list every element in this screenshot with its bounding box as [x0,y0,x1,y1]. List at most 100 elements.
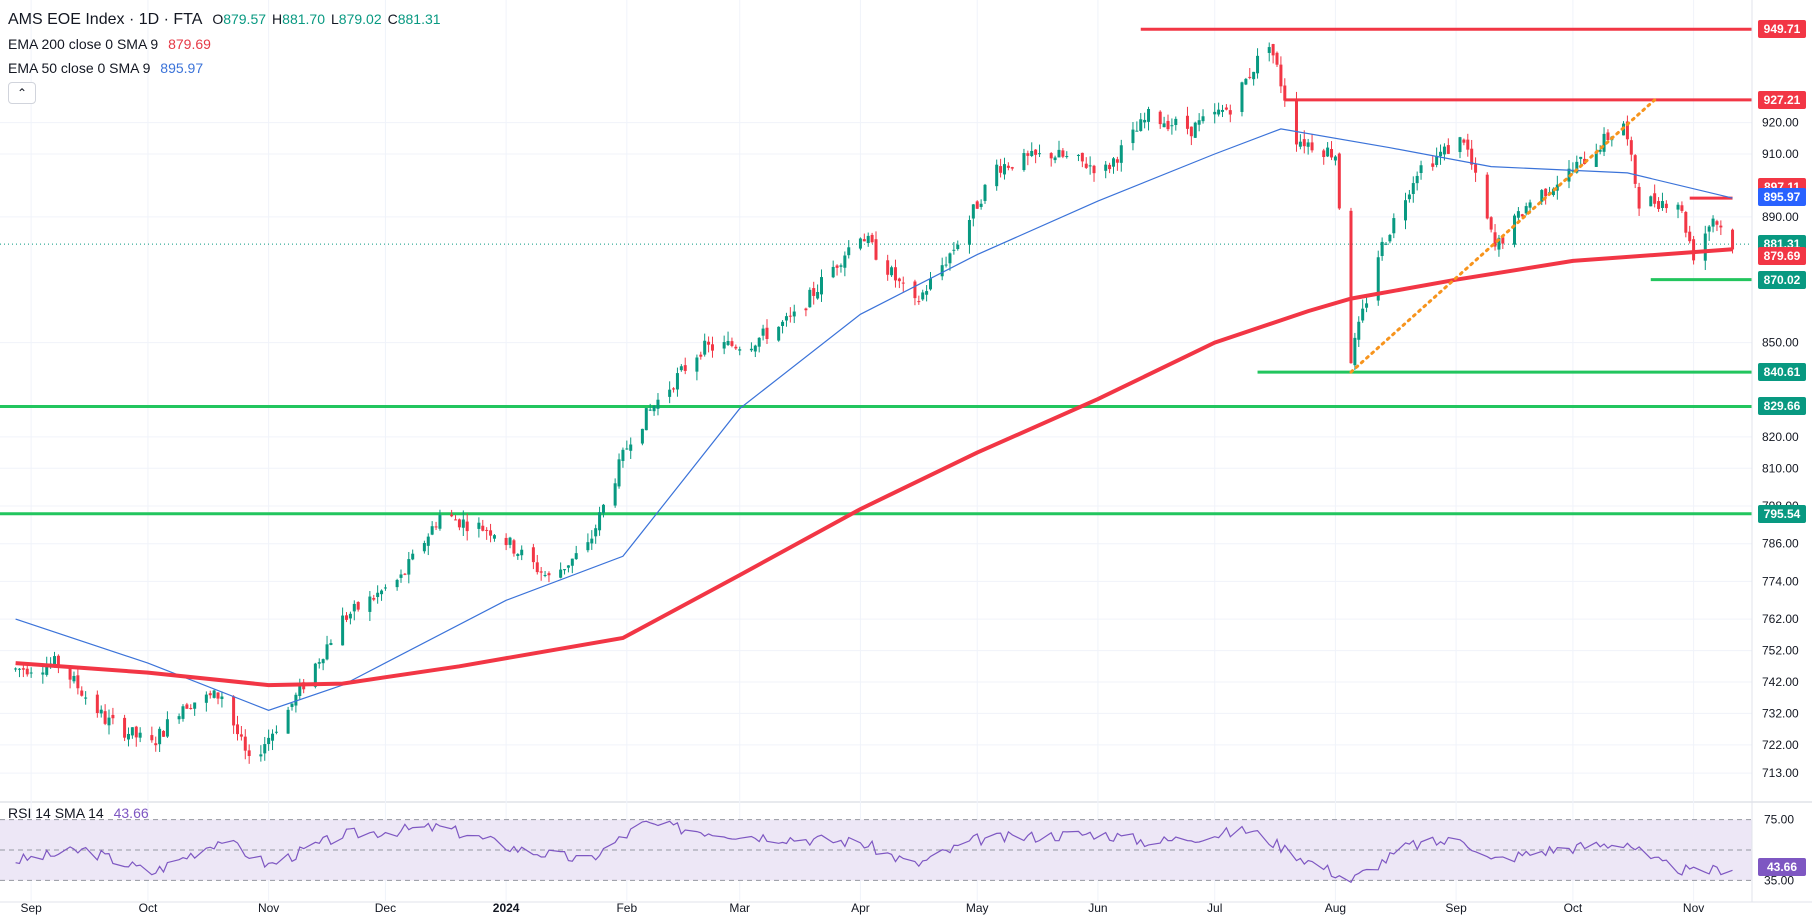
candle-body [975,201,979,209]
candle-body [640,428,644,444]
candle-body [831,266,835,278]
rsi-tick-label: 35.00 [1764,873,1794,887]
candle-body [1575,161,1579,173]
candle-body [512,540,516,554]
candle-body [185,704,189,709]
candle-body [477,522,481,529]
ohlc-h: H881.70 [272,11,325,27]
candle-body [1306,142,1310,147]
candle-body [629,444,633,451]
candle-body [586,542,590,551]
horizontal-levels [0,27,1752,516]
candle-body [25,668,29,675]
candle-body [341,615,345,646]
candle-body [874,239,878,260]
candle-body [679,366,683,371]
candle-body [804,308,808,311]
trendline [1349,98,1657,374]
candle-body [1365,303,1369,308]
candle-body [1076,154,1080,156]
candle-body [621,449,625,461]
price-tick-label: 713.00 [1762,766,1799,780]
candle-body [1143,119,1147,123]
price-tick-label: 722.00 [1762,738,1799,752]
candle-body [193,702,197,709]
candle-body [1462,139,1466,143]
candle-body [243,736,247,751]
candle-body [1625,121,1629,140]
candle-body [1244,78,1248,85]
candle-body [925,291,929,295]
candle-body [1170,125,1174,127]
candle-body [672,388,676,390]
candle-body [543,574,547,576]
candle-body [1711,218,1715,227]
candle-body [220,696,224,699]
ema200-value: 879.69 [168,36,211,52]
candle-body [1108,164,1112,170]
time-tick-label: Nov [1683,901,1704,915]
candle-body [1653,193,1657,204]
candle-body [41,672,45,675]
ohlc-c: C881.31 [387,11,441,27]
candle-body [76,675,80,689]
rsi-value: 43.66 [113,805,149,821]
candle-body [1174,118,1178,125]
candle-body [1224,107,1228,110]
candle-body [99,709,103,714]
candle-body [485,529,489,531]
candle-body [107,717,111,726]
candle-body [1201,116,1205,122]
candle-body [566,565,570,568]
candle-body [812,288,816,296]
price-tag-label: 870.02 [1758,270,1806,289]
candle-body [1162,123,1166,128]
collapse-legend-button[interactable]: ⌃ [8,82,36,104]
candle-body [1217,109,1221,115]
candle-body [72,675,76,682]
candle-body [559,569,563,578]
symbol-title[interactable]: AMS EOE Index · 1D · FTA [8,11,203,28]
ema200-legend[interactable]: EMA 200 close 0 SMA 9 879.69 [8,35,211,53]
candle-body [1228,110,1232,115]
candle-body [1684,211,1688,233]
candle-body [492,535,496,539]
candle-body [298,684,302,697]
chevron-up-icon: ⌃ [16,86,28,100]
candle-body [165,719,169,737]
candle-body [430,526,434,535]
candle-body [1497,237,1501,250]
candle-body [1115,159,1119,163]
orange-dotted-trendline [1349,98,1657,374]
candle-body [294,694,298,706]
candle-body [1279,64,1283,87]
candle-body [325,644,329,660]
candle-body [134,726,138,738]
candle-body [843,255,847,268]
ema50-label: EMA 50 close 0 SMA 9 [8,60,151,76]
candle-body [516,554,520,557]
price-tag-label: 949.71 [1758,20,1806,39]
candle-body [535,562,539,573]
candle-body [1158,111,1162,125]
rsi-legend[interactable]: RSI 14 SMA 14 43.66 [8,804,149,822]
price-tag-label: 840.61 [1758,363,1806,382]
candle-body [788,315,792,317]
candle-body [1189,126,1193,137]
candle-body [808,289,812,308]
candle-body [1513,215,1517,245]
ema50-legend[interactable]: EMA 50 close 0 SMA 9 895.97 [8,59,203,77]
rsi-line [15,820,1733,884]
price-axis: 713.00 722.00 732.00 742.00 752.00 762.00 774.… [1751,0,1799,902]
candle-body [917,301,921,303]
candle-body [1598,149,1602,152]
candle-body [1439,151,1443,157]
candle-body [232,696,236,726]
candle-body [383,587,387,589]
candle-body [1322,150,1326,157]
candle-body [1446,145,1450,154]
candle-body [189,707,193,709]
candle-body [625,448,629,450]
candle-body [1166,120,1170,130]
